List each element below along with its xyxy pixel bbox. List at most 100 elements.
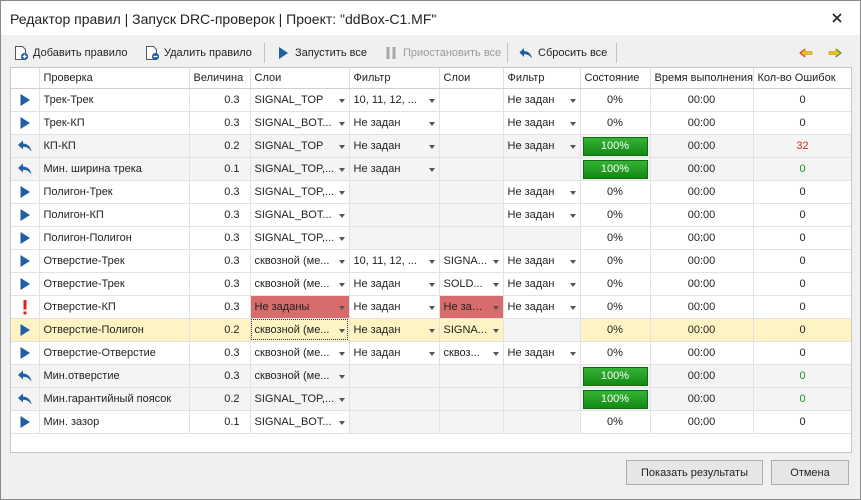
check-value[interactable]: 0.3 <box>189 111 251 135</box>
reset-rule-button[interactable] <box>11 157 40 181</box>
run-rule-button[interactable] <box>11 203 40 227</box>
table-row[interactable]: Мин. зазор 0.1 SIGNAL_BOT... 0% 00:00 0 <box>11 410 851 434</box>
filter-2-dropdown[interactable]: Не задан <box>503 295 581 319</box>
filter-1-dropdown[interactable]: Не задан <box>349 295 440 319</box>
reset-all-button[interactable]: Сбросить все <box>514 41 611 65</box>
filter-2-dropdown[interactable]: Не задан <box>503 272 581 296</box>
layers-1-dropdown[interactable]: SIGNAL_TOP <box>250 88 350 112</box>
table-row[interactable]: КП-КП 0.2 SIGNAL_TOP Не задан Не задан 100% 00… <box>11 134 851 158</box>
run-rule-button[interactable] <box>11 318 40 342</box>
filter-2-dropdown[interactable]: Не задан <box>503 134 581 158</box>
check-value[interactable]: 0.2 <box>189 134 251 158</box>
check-value[interactable]: 0.3 <box>189 88 251 112</box>
delete-rule-button[interactable]: Удалить правило <box>140 41 256 65</box>
layers-1-dropdown[interactable]: SIGNAL_BOT... <box>250 410 350 434</box>
reset-rule-button[interactable] <box>11 134 40 158</box>
layers-1-dropdown[interactable]: сквозной (ме... <box>250 341 350 365</box>
layers-1-dropdown[interactable]: SIGNAL_BOT... <box>250 203 350 227</box>
header-run-time[interactable]: Время выполнения <box>650 68 754 89</box>
table-row[interactable]: Трек-КП 0.3 SIGNAL_BOT... Не задан Не задан 0… <box>11 111 851 135</box>
run-rule-button[interactable] <box>11 341 40 365</box>
layers-2-dropdown[interactable]: Не задан <box>439 295 504 319</box>
show-results-button[interactable]: Показать результаты <box>626 460 763 485</box>
layers-2-dropdown[interactable]: SOLD... <box>439 272 504 296</box>
reset-rule-button[interactable] <box>11 387 40 411</box>
check-value[interactable]: 0.3 <box>189 249 251 273</box>
filter-1-dropdown[interactable]: Не задан <box>349 134 440 158</box>
filter-1-dropdown[interactable]: 10, 11, 12, ... <box>349 249 440 273</box>
header-filter-1[interactable]: Фильтр <box>349 68 440 89</box>
filter-1-dropdown[interactable]: Не задан <box>349 157 440 181</box>
check-value[interactable]: 0.1 <box>189 410 251 434</box>
filter-2-dropdown[interactable]: Не задан <box>503 180 581 204</box>
reset-rule-button[interactable] <box>11 364 40 388</box>
filter-2-dropdown[interactable]: Не задан <box>503 88 581 112</box>
run-rule-button[interactable] <box>11 226 40 250</box>
check-value[interactable]: 0.3 <box>189 272 251 296</box>
table-row[interactable]: Отверстие-Трек 0.3 сквозной (ме... 10, 11, … <box>11 249 851 273</box>
table-row[interactable]: Полигон-Трек 0.3 SIGNAL_TOP,... Не задан 0% 0… <box>11 180 851 204</box>
layers-1-dropdown[interactable]: сквозной (ме... <box>250 364 350 388</box>
check-value[interactable]: 0.1 <box>189 157 251 181</box>
filter-1-dropdown[interactable]: Не задан <box>349 341 440 365</box>
header-value[interactable]: Величина <box>189 68 251 89</box>
layers-2-dropdown[interactable]: сквоз... <box>439 341 504 365</box>
layers-2-dropdown[interactable]: SIGNA... <box>439 249 504 273</box>
header-filter-2[interactable]: Фильтр <box>503 68 581 89</box>
run-rule-button[interactable] <box>11 272 40 296</box>
filter-1-dropdown[interactable]: Не задан <box>349 111 440 135</box>
check-value[interactable]: 0.3 <box>189 341 251 365</box>
filter-1-dropdown[interactable]: Не задан <box>349 318 440 342</box>
filter-2-dropdown[interactable]: Не задан <box>503 341 581 365</box>
table-row[interactable]: Мин.гарантийный поясок 0.2 SIGNAL_TOP,... 1… <box>11 387 851 411</box>
run-rule-button[interactable] <box>11 410 40 434</box>
add-rule-button[interactable]: Добавить правило <box>9 41 132 65</box>
layers-2-empty[interactable] <box>439 111 504 135</box>
check-value[interactable]: 0.3 <box>189 295 251 319</box>
layers-1-dropdown[interactable]: SIGNAL_TOP,... <box>250 226 350 250</box>
check-value[interactable]: 0.2 <box>189 318 251 342</box>
filter-2-dropdown[interactable]: Не задан <box>503 249 581 273</box>
table-row[interactable]: Отверстие-Трек 0.3 сквозной (ме... Не задан… <box>11 272 851 296</box>
layers-1-dropdown[interactable]: сквозной (ме... <box>250 272 350 296</box>
table-row[interactable]: Полигон-Полигон 0.3 SIGNAL_TOP,... 0% 00:00 0 <box>11 226 851 250</box>
table-row[interactable]: Мин.отверстие 0.3 сквозной (ме... 100% 00:00… <box>11 364 851 388</box>
layers-1-dropdown[interactable]: SIGNAL_BOT... <box>250 111 350 135</box>
layers-1-dropdown[interactable]: сквозной (ме... <box>250 318 350 342</box>
table-row[interactable]: Отверстие-Отверстие 0.3 сквозной (ме... Не … <box>11 341 851 365</box>
layers-1-dropdown[interactable]: SIGNAL_TOP,... <box>250 387 350 411</box>
filter-2-dropdown[interactable]: Не задан <box>503 111 581 135</box>
filter-1-dropdown[interactable]: Не задан <box>349 272 440 296</box>
check-value[interactable]: 0.3 <box>189 180 251 204</box>
check-value[interactable]: 0.3 <box>189 364 251 388</box>
layers-2-dropdown[interactable]: SIGNA... <box>439 318 504 342</box>
header-layers-2[interactable]: Слои <box>439 68 504 89</box>
run-rule-button[interactable] <box>11 111 40 135</box>
run-rule-button[interactable] <box>11 88 40 112</box>
layers-2-empty[interactable] <box>439 134 504 158</box>
header-layers-1[interactable]: Слои <box>250 68 350 89</box>
run-rule-button[interactable] <box>11 180 40 204</box>
run-all-button[interactable]: Запустить все <box>271 41 371 65</box>
header-check[interactable]: Проверка <box>39 68 190 89</box>
layers-1-dropdown[interactable]: SIGNAL_TOP,... <box>250 157 350 181</box>
table-row[interactable]: Полигон-КП 0.3 SIGNAL_BOT... Не задан 0% 00:0… <box>11 203 851 227</box>
table-row[interactable]: Отверстие-КП 0.3 Не заданы Не задан Не задан… <box>11 295 851 319</box>
layers-1-dropdown[interactable]: сквозной (ме... <box>250 249 350 273</box>
table-row[interactable]: Мин. ширина трека 0.1 SIGNAL_TOP,... Не зад… <box>11 157 851 181</box>
header-error-count[interactable]: Кол-во Ошибок <box>753 68 851 89</box>
close-button[interactable] <box>828 9 846 27</box>
check-value[interactable]: 0.2 <box>189 387 251 411</box>
layers-1-dropdown[interactable]: SIGNAL_TOP,... <box>250 180 350 204</box>
filter-2-dropdown[interactable]: Не задан <box>503 203 581 227</box>
cancel-button[interactable]: Отмена <box>771 460 849 485</box>
pause-all-button[interactable]: Приостановить все <box>379 41 505 65</box>
check-value[interactable]: 0.3 <box>189 203 251 227</box>
table-row[interactable]: Трек-Трек 0.3 SIGNAL_TOP 10, 11, 12, ... Не … <box>11 88 851 112</box>
run-rule-button[interactable] <box>11 249 40 273</box>
collapse-left-button[interactable] <box>794 41 818 65</box>
layers-1-dropdown[interactable]: SIGNAL_TOP <box>250 134 350 158</box>
check-value[interactable]: 0.3 <box>189 226 251 250</box>
header-state[interactable]: Состояние <box>580 68 651 89</box>
filter-1-dropdown[interactable]: 10, 11, 12, ... <box>349 88 440 112</box>
